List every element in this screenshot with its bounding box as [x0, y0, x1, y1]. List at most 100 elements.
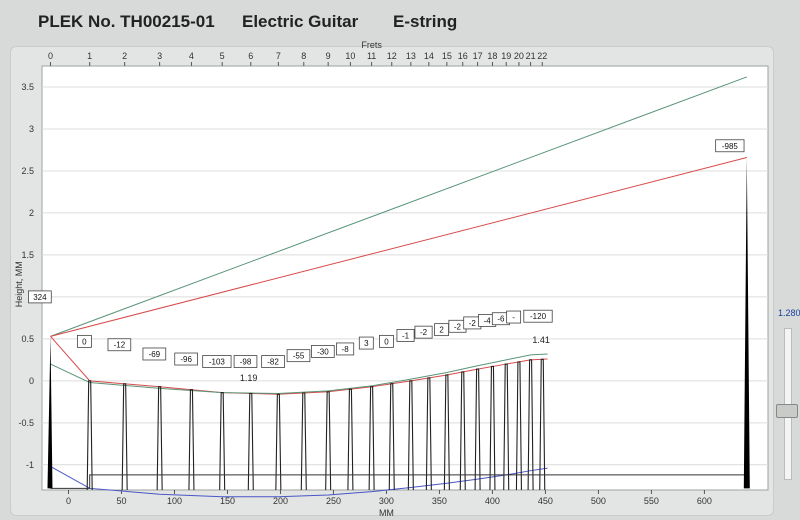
- fret-tick-label: 20: [514, 51, 524, 61]
- fret-value-label-text: -55: [293, 352, 305, 361]
- y-tick-label: 3: [29, 124, 34, 134]
- fret-crown: [121, 383, 128, 491]
- fret-crown: [188, 389, 195, 491]
- fret-crown: [503, 363, 510, 491]
- x-tick-label: 550: [644, 496, 659, 506]
- string-name: E-string: [393, 12, 458, 31]
- fret-crown: [219, 392, 226, 491]
- nut-post: [47, 336, 53, 489]
- fret-tick-label: 21: [526, 51, 536, 61]
- fret-tick-label: 3: [157, 51, 162, 61]
- fret-crown: [407, 380, 414, 491]
- fret-value-label-box: [202, 355, 232, 368]
- fret-value-label-text: -82: [267, 358, 279, 367]
- fret-value-label: -12: [107, 338, 132, 352]
- fret-value-label: -96: [174, 352, 198, 366]
- fret-value-label-box: [523, 309, 553, 323]
- saddle-post: [743, 157, 750, 489]
- x-tick-label: 250: [326, 496, 341, 506]
- fret-tick-label: 17: [473, 51, 483, 61]
- fret-value-label: -1: [396, 329, 415, 342]
- fret-crown: [275, 393, 282, 491]
- curve-annotation: 1.19: [240, 373, 258, 383]
- fret-value-label-text: -98: [240, 358, 252, 367]
- fret-crown: [527, 359, 534, 491]
- fret-value-label-box: [336, 342, 355, 356]
- fret-crown: [474, 368, 481, 491]
- endpoint-label-box: [715, 139, 745, 153]
- fret-value-label-box: [174, 352, 198, 366]
- fret-value-label-text: -120: [530, 312, 547, 321]
- plek-number: PLEK No. TH00215-01: [38, 12, 215, 31]
- fret-value-label-text: 0: [384, 337, 389, 346]
- fret-value-label-text: -96: [180, 355, 192, 364]
- fret-value-label-box: [261, 355, 285, 368]
- fret-value-label-text: -8: [342, 345, 350, 354]
- fret-crown: [539, 358, 546, 491]
- fret-value-label-text: -12: [114, 341, 126, 350]
- fret-value-label: -103: [202, 355, 232, 368]
- side-value-readout: 1.280: [778, 308, 800, 318]
- fret-crown: [388, 383, 395, 491]
- fret-value-label-box: [414, 325, 433, 339]
- fret-tick-label: 4: [189, 51, 194, 61]
- x-tick-label: 150: [220, 496, 235, 506]
- fret-tick-label: 13: [406, 51, 416, 61]
- y-tick-label: -0.5: [18, 418, 34, 428]
- fret-value-label: -98: [233, 355, 258, 368]
- fret-value-label: -2: [463, 316, 482, 330]
- fretboard-line: [50, 474, 747, 489]
- fret-value-label: -8: [336, 342, 355, 356]
- fret-value-label: 3: [358, 336, 374, 350]
- x-tick-label: 450: [538, 496, 553, 506]
- top-axis-title: Frets: [361, 40, 382, 50]
- side-control: 1.280: [772, 300, 800, 520]
- fret-value-label: -120: [523, 309, 553, 323]
- fret-value-label-box: [311, 345, 335, 358]
- fret-value-label-text: -6: [497, 315, 505, 324]
- fret-tick-label: 0: [48, 51, 53, 61]
- endpoint-label-box: [28, 290, 52, 304]
- fret-value-label-box: [142, 347, 167, 361]
- endpoint-label-text: -985: [722, 142, 739, 151]
- y-tick-label: 0.5: [21, 334, 34, 344]
- fret-crown: [515, 361, 522, 491]
- fret-value-label-text: 0: [82, 337, 87, 346]
- axes: -1-0.500.511.522.533.5050100150200250300…: [14, 40, 712, 518]
- endpoint-label: 324: [28, 290, 52, 304]
- fret-tick-label: 16: [458, 51, 468, 61]
- fret-value-label-text: -103: [209, 358, 226, 367]
- fret-tick-label: 10: [345, 51, 355, 61]
- fret-value-label-box: [233, 355, 258, 368]
- fret-value-label-text: -1: [402, 332, 410, 341]
- fret-value-label: 0: [76, 334, 92, 348]
- fret-value-label: -55: [286, 349, 311, 363]
- fret-value-label: 0: [379, 334, 394, 348]
- fret-value-label-text: -4: [484, 316, 492, 325]
- fret-tick-label: 11: [367, 51, 376, 61]
- fret-value-label-box: [107, 338, 132, 352]
- fret-tick-label: 1: [87, 51, 92, 61]
- fret-value-label: -2: [414, 325, 433, 339]
- x-tick-label: 350: [432, 496, 447, 506]
- fret-value-label: -82: [261, 355, 285, 368]
- fret-tick-label: 9: [326, 51, 331, 61]
- fret-tick-label: 7: [276, 51, 281, 61]
- series-line-1: [50, 157, 747, 337]
- fret-value-label-text: -69: [149, 350, 161, 359]
- x-tick-label: 400: [485, 496, 500, 506]
- title-bar: PLEK No. TH00215-01 Electric Guitar E-st…: [0, 0, 800, 46]
- x-tick-label: 100: [167, 496, 182, 506]
- labels-layer: 0 -12-69-96 -103 -98 -82-55 -30 -83 0-1 -2 2 -2 -2-…: [28, 139, 745, 383]
- x-tick-label: 300: [379, 496, 394, 506]
- y-tick-label: 3.5: [21, 82, 34, 92]
- fret-value-label: -: [506, 310, 522, 324]
- instrument-name: Electric Guitar: [242, 12, 359, 31]
- height-slider-thumb[interactable]: [776, 404, 798, 418]
- fret-value-label-box: [396, 329, 415, 342]
- fret-value-label: -30: [311, 345, 335, 358]
- fret-crown: [325, 391, 332, 491]
- endpoint-label: -985: [715, 139, 745, 153]
- y-tick-label: 2.5: [21, 166, 34, 176]
